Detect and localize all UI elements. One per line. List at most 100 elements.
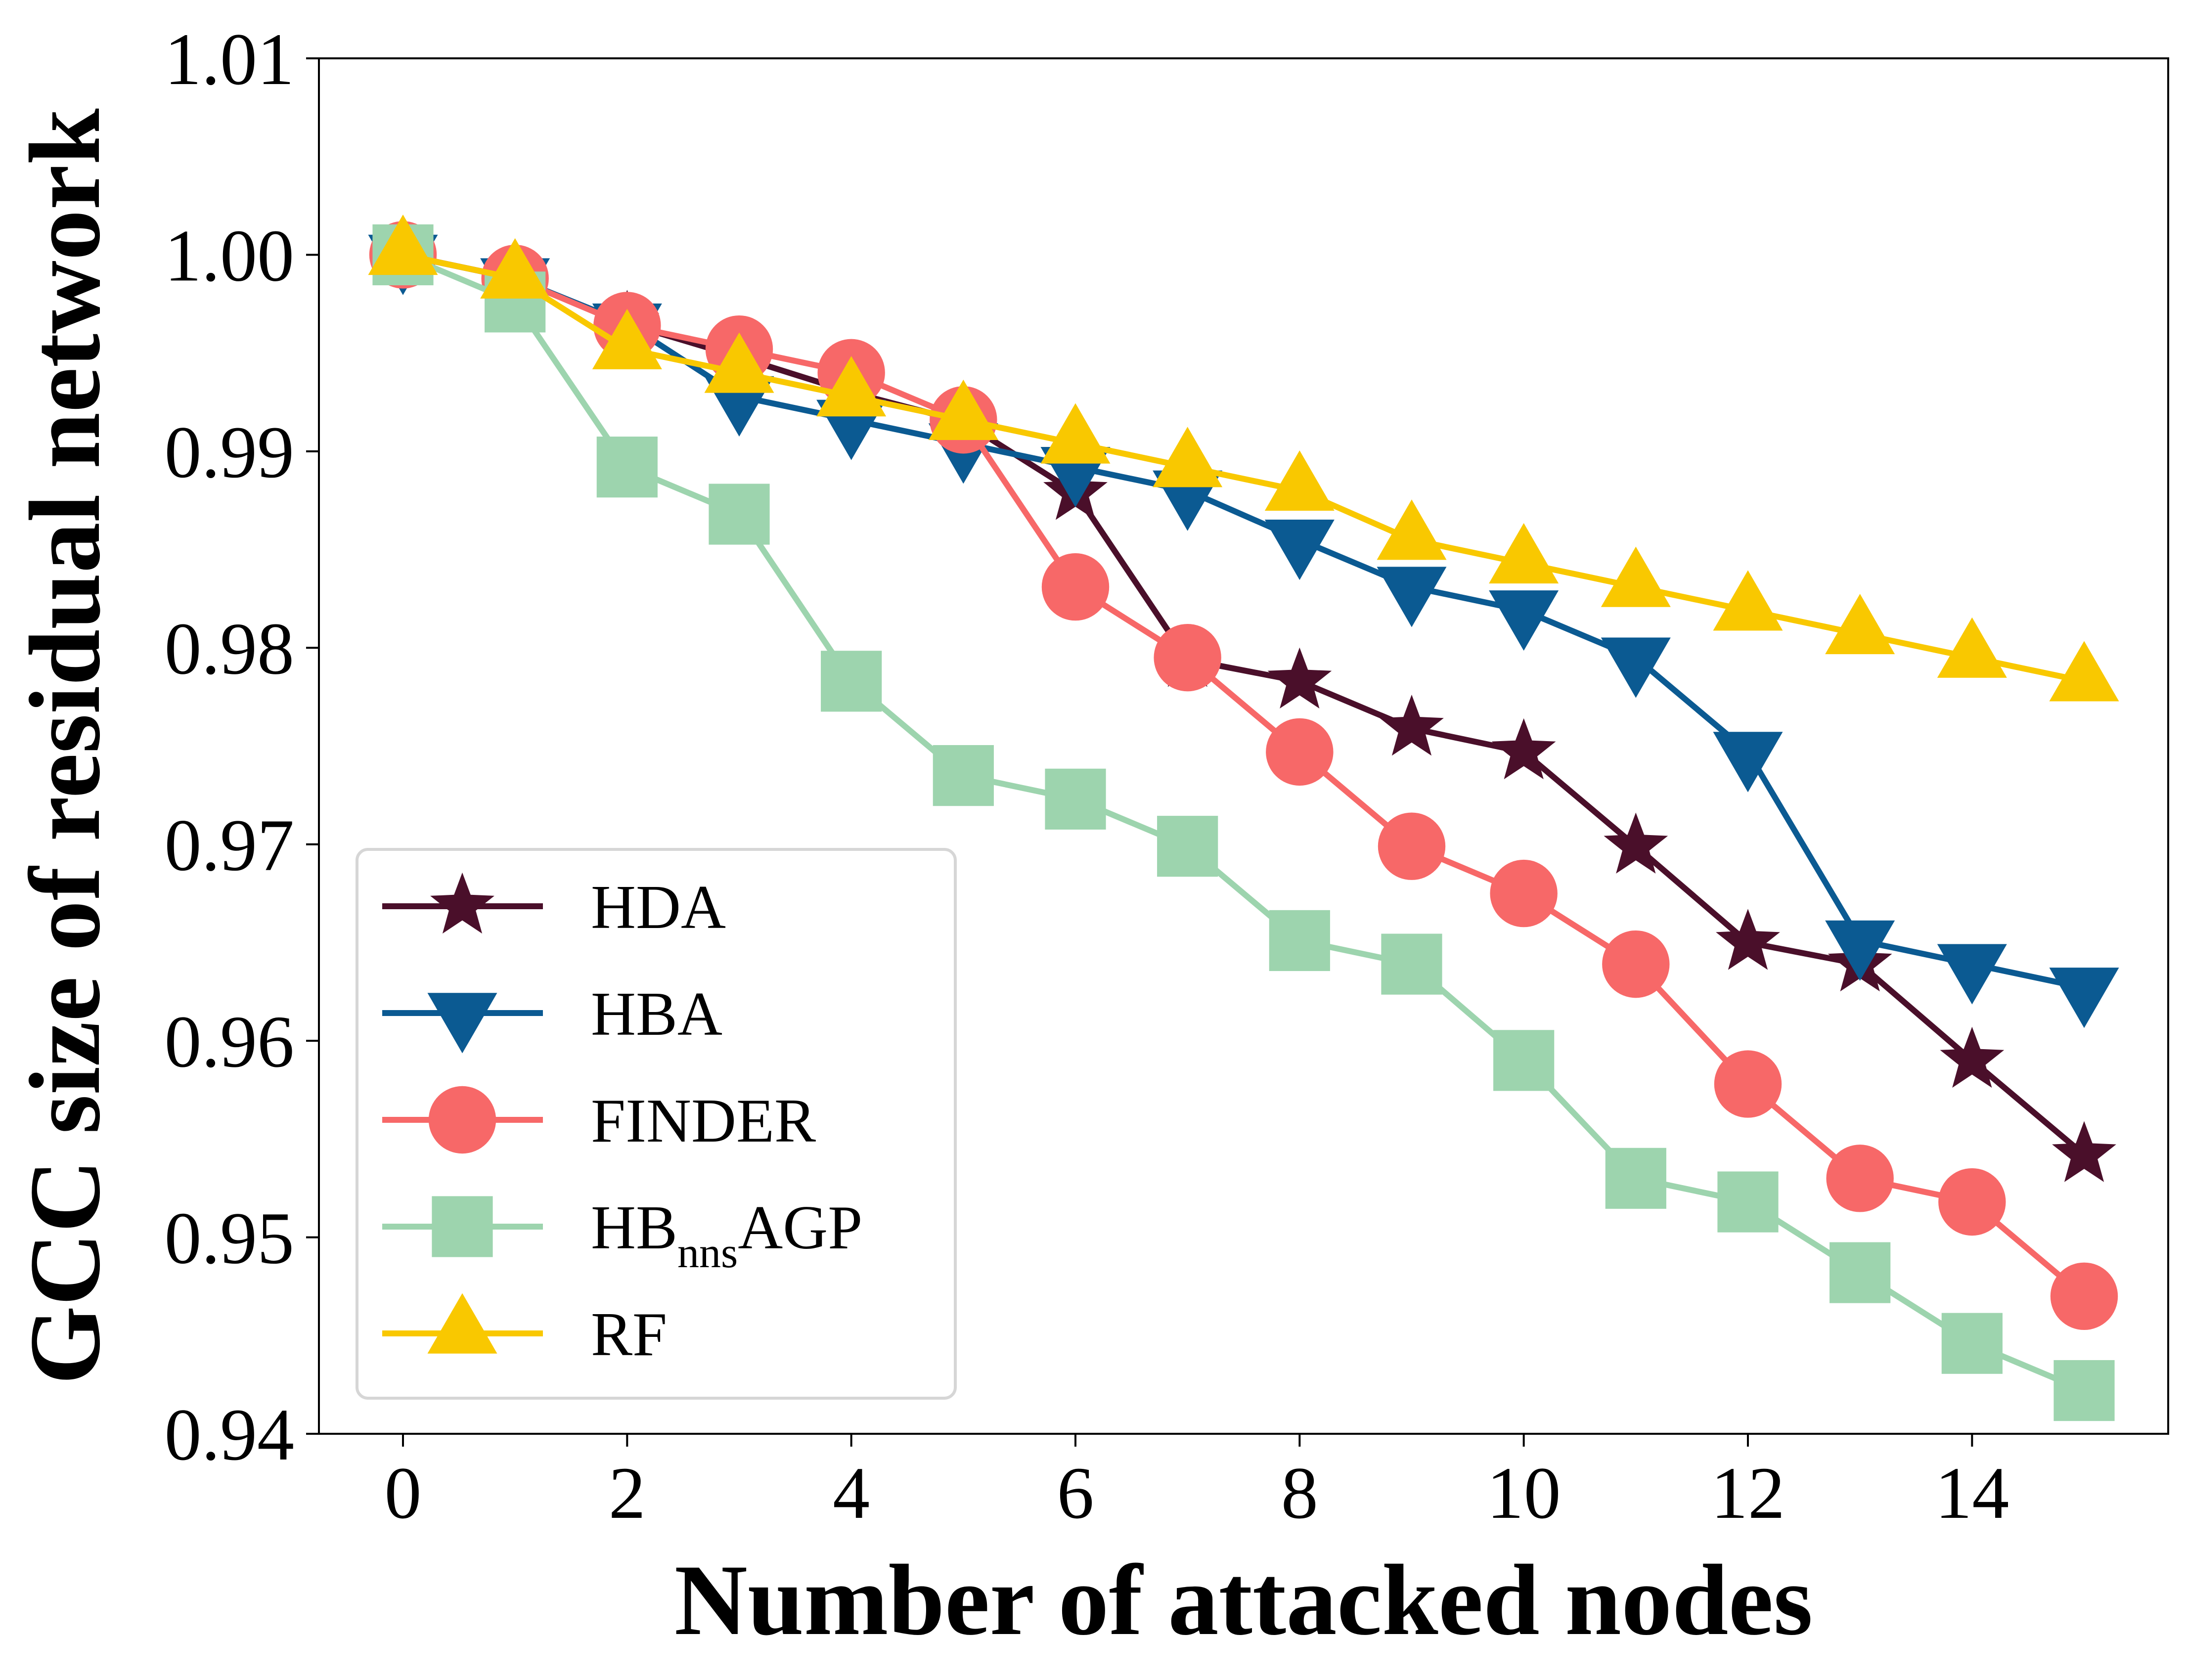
data-point-rf xyxy=(1153,427,1223,487)
data-point-hbnnsagp xyxy=(1269,910,1330,972)
legend-label-subscript: nns xyxy=(677,1229,738,1277)
data-point-hbnnsagp xyxy=(1717,1171,1779,1233)
data-point-rf xyxy=(1825,594,1895,655)
x-tick-label: 12 xyxy=(1711,1452,1785,1534)
legend-marker-hbnnsagp xyxy=(432,1196,493,1257)
x-axis-title: Number of attacked nodes xyxy=(674,1544,1813,1656)
data-point-rf xyxy=(1040,403,1111,464)
y-tick-label: 0.94 xyxy=(165,1394,295,1476)
series-line-finder xyxy=(400,252,2087,1299)
x-tick-label: 2 xyxy=(609,1452,646,1534)
data-point-hbnnsagp xyxy=(1605,1148,1666,1209)
data-point-finder xyxy=(2050,1262,2118,1330)
data-point-hda xyxy=(1940,1026,2005,1088)
data-point-rf xyxy=(2049,641,2119,702)
legend-marker-hda xyxy=(430,872,494,934)
y-tick-label: 0.95 xyxy=(165,1197,295,1280)
x-tick-label: 6 xyxy=(1057,1452,1094,1534)
legend-label: HBA xyxy=(591,980,722,1049)
data-point-hbnnsagp xyxy=(2053,1360,2115,1421)
data-point-hbnnsagp xyxy=(1157,816,1218,877)
x-tick-label: 4 xyxy=(833,1452,870,1534)
legend-label: FINDER xyxy=(591,1087,816,1155)
series-hbnnsagp xyxy=(372,224,2115,1421)
y-axis-title: GCC size of residual network xyxy=(9,108,121,1384)
data-point-rf xyxy=(592,309,662,369)
series-layer xyxy=(368,215,2119,1421)
data-point-rf xyxy=(1489,523,1559,584)
x-axis: 0 2 4 6 8 10 12 14 xyxy=(385,1434,2009,1534)
data-point-hda xyxy=(1604,812,1668,874)
legend-label: HBnnsAGP xyxy=(591,1194,862,1277)
data-point-hda xyxy=(1267,647,1332,708)
data-point-rf xyxy=(1713,570,1783,631)
data-point-hbnnsagp xyxy=(709,484,770,545)
legend-marker-finder xyxy=(428,1086,496,1154)
data-point-hba xyxy=(2049,968,2119,1028)
legend: HDA HBA FINDER HBnnsAGP RF xyxy=(356,848,957,1400)
series-line-rf xyxy=(400,252,2087,684)
data-point-rf xyxy=(1937,617,2007,678)
legend-marker-rf xyxy=(427,1293,497,1354)
data-point-hbnnsagp xyxy=(1493,1030,1555,1091)
data-point-rf xyxy=(816,356,887,417)
data-point-finder xyxy=(1266,718,1334,786)
y-tick-label: 0.96 xyxy=(165,1001,295,1083)
data-point-rf xyxy=(1264,450,1335,511)
legend-label-tail: AGP xyxy=(738,1194,862,1262)
plot-area-frame xyxy=(318,57,2169,1435)
data-point-hbnnsagp xyxy=(1941,1313,2003,1374)
x-tick-label: 8 xyxy=(1281,1452,1318,1534)
data-point-hda xyxy=(1491,718,1556,780)
data-point-hba xyxy=(1264,520,1335,580)
legend-item-hda: HDA xyxy=(382,872,726,942)
legend-marker-hba xyxy=(427,993,497,1054)
series-line-hbnnsagp xyxy=(400,252,2087,1394)
y-tick-label: 0.97 xyxy=(165,804,295,886)
legend-label-main: FINDER xyxy=(591,1087,816,1155)
data-point-finder xyxy=(1938,1168,2006,1236)
legend-item-finder: FINDER xyxy=(382,1086,816,1155)
legend-label: HDA xyxy=(591,873,726,942)
data-point-hbnnsagp xyxy=(821,651,882,712)
data-point-hbnnsagp xyxy=(1829,1242,1891,1303)
x-tick-label: 10 xyxy=(1487,1452,1561,1534)
y-tick-label: 0.98 xyxy=(165,608,295,690)
legend-label-main: RF xyxy=(591,1300,667,1369)
y-axis: 0.94 0.95 0.96 0.97 0.98 0.99 1.00 1.01 xyxy=(165,18,319,1476)
data-point-finder xyxy=(1714,1050,1782,1118)
legend-item-hba: HBA xyxy=(382,980,722,1054)
data-point-hbnnsagp xyxy=(596,437,658,498)
data-point-finder xyxy=(1826,1145,1894,1212)
legend-label: RF xyxy=(591,1300,667,1369)
data-point-rf xyxy=(704,332,774,393)
data-point-rf xyxy=(368,215,438,275)
data-point-rf xyxy=(1377,499,1447,560)
data-point-rf xyxy=(928,379,998,440)
data-point-hda xyxy=(1380,695,1444,756)
data-point-finder xyxy=(1041,553,1110,621)
legend-item-rf: RF xyxy=(382,1293,667,1369)
data-point-rf xyxy=(1601,546,1671,607)
x-tick-label: 0 xyxy=(385,1452,422,1534)
x-tick-label: 14 xyxy=(1935,1452,2009,1534)
data-point-hba xyxy=(1601,637,1671,698)
series-rf xyxy=(368,215,2119,702)
data-point-finder xyxy=(1490,859,1558,928)
data-point-hba xyxy=(1713,732,1783,793)
data-point-hba xyxy=(1937,944,2007,1005)
y-tick-label: 1.01 xyxy=(165,18,295,100)
data-point-hbnnsagp xyxy=(1381,933,1442,995)
data-point-hba xyxy=(1825,920,1895,981)
y-tick-label: 0.99 xyxy=(165,411,295,493)
data-point-hbnnsagp xyxy=(1045,768,1106,830)
data-point-rf xyxy=(480,238,550,299)
legend-frame xyxy=(356,848,957,1400)
data-point-finder xyxy=(1602,930,1670,998)
data-point-hba xyxy=(1377,567,1447,627)
legend-label-main: HBA xyxy=(591,980,722,1049)
data-point-hbnnsagp xyxy=(933,745,994,806)
legend-label-main: HB xyxy=(591,1194,677,1262)
